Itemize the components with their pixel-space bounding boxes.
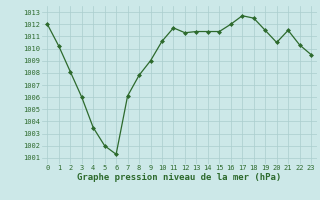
X-axis label: Graphe pression niveau de la mer (hPa): Graphe pression niveau de la mer (hPa) — [77, 173, 281, 182]
